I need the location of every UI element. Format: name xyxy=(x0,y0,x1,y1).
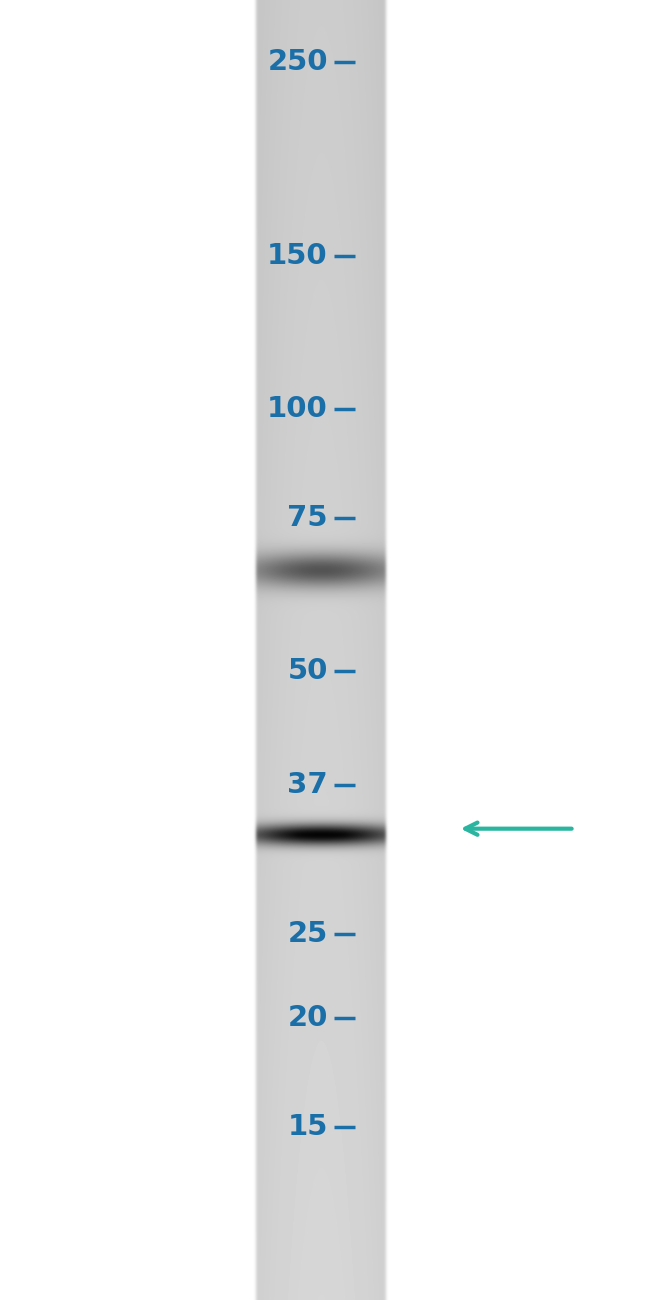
Text: 20: 20 xyxy=(287,1004,328,1032)
Text: 150: 150 xyxy=(267,242,328,269)
Text: 250: 250 xyxy=(267,48,328,77)
Text: 50: 50 xyxy=(287,658,328,685)
Text: 25: 25 xyxy=(287,919,328,948)
Text: 37: 37 xyxy=(287,771,328,800)
Text: 15: 15 xyxy=(287,1113,328,1141)
Text: 100: 100 xyxy=(267,395,328,422)
Text: 75: 75 xyxy=(287,504,328,532)
